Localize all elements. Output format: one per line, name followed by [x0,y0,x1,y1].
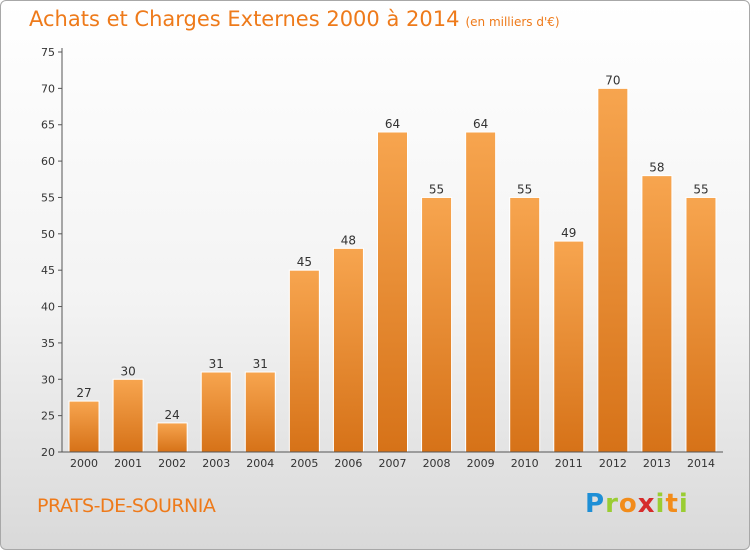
bar-2004 [244,371,276,453]
bar-2012 [597,87,629,453]
x-tick-label-2007: 2007 [379,457,407,470]
axes-group: 20 25 30 35 40 45 50 55 60 65 70 75 2000 2001 2002 2003… [41,46,723,470]
y-tick-label: 65 [41,119,55,132]
y-tick-label: 70 [41,82,55,95]
bar-2010 [509,196,541,453]
bar-2005 [288,269,320,453]
proxiti-logo: Proxiti [585,489,689,519]
y-tick-label: 50 [41,228,55,241]
data-label-2000: 27 [76,386,91,400]
y-tick-label: 30 [41,373,55,386]
y-tick-label: 25 [41,410,55,423]
data-label-2013: 58 [649,161,664,175]
y-tick-label: 60 [41,155,55,168]
value-labels-group: 27 30 24 31 31 45 48 64 55 64 55 49 70 58 55 [76,73,708,422]
bar-2009 [465,131,497,453]
data-label-2005: 45 [297,255,312,269]
commune-name: PRATS-DE-SOURNIA [37,495,216,517]
data-label-2010: 55 [517,182,532,196]
x-tick-label-2009: 2009 [467,457,495,470]
data-label-2011: 49 [561,226,576,240]
x-tick-label-2004: 2004 [246,457,274,470]
data-label-2006: 48 [341,233,356,247]
chart-title-text: Achats et Charges Externes 2000 à 2014 [29,7,460,31]
y-tick-label: 45 [41,264,55,277]
x-tick-label-2005: 2005 [290,457,318,470]
x-tick-label-2001: 2001 [114,457,142,470]
bar-2007 [377,131,408,453]
x-tick-label-2002: 2002 [158,457,186,470]
y-tick-label: 75 [41,46,55,59]
bar-2014 [685,196,717,453]
x-tick-label-2006: 2006 [334,457,362,470]
data-label-2003: 31 [209,357,224,371]
data-label-2007: 64 [385,117,400,131]
data-label-2008: 55 [429,182,444,196]
bar-2008 [421,196,453,453]
bars-group [68,87,717,453]
data-label-2014: 55 [693,182,708,196]
data-label-2002: 24 [165,408,180,422]
data-label-2012: 70 [605,73,620,87]
x-tick-label-2014: 2014 [687,457,715,470]
bar-2011 [553,240,585,453]
y-tick-label: 40 [41,301,55,314]
x-tick-label-2000: 2000 [70,457,98,470]
y-tick-label: 20 [41,446,55,459]
x-tick-label-2008: 2008 [423,457,451,470]
bar-2002 [156,422,188,453]
bar-2000 [68,400,100,453]
bar-2001 [112,378,144,453]
y-tick-label: 35 [41,337,55,350]
y-tick-label: 55 [41,191,55,204]
data-label-2004: 31 [253,357,268,371]
x-tick-label-2013: 2013 [643,457,671,470]
bar-2003 [200,371,232,453]
bar-2013 [641,175,673,453]
x-tick-label-2012: 2012 [599,457,627,470]
x-tick-label-2003: 2003 [202,457,230,470]
data-label-2001: 30 [120,364,135,378]
data-label-2009: 64 [473,117,488,131]
bar-2006 [332,247,364,453]
x-tick-label-2010: 2010 [511,457,539,470]
x-tick-label-2011: 2011 [555,457,583,470]
chart-unit: (en milliers d'€) [465,15,560,29]
chart-title: Achats et Charges Externes 2000 à 2014 (e… [29,7,560,31]
